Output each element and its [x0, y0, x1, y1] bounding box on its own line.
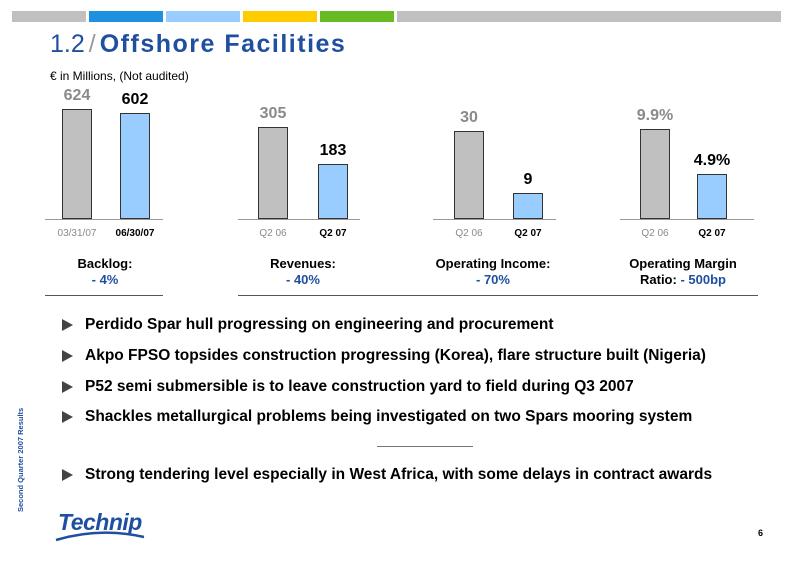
chart-tick-label: Q2 07 — [698, 228, 726, 239]
bullet-text: Strong tendering level especially in Wes… — [85, 466, 713, 483]
chart-bar-previous — [62, 109, 92, 219]
bullet-item: Akpo FPSO topsides construction progress… — [62, 347, 706, 365]
chart-value-label: 305 — [259, 105, 287, 122]
chart-baseline — [620, 219, 754, 220]
triangle-bullet-icon — [62, 350, 73, 362]
chart-bar-previous — [258, 127, 288, 219]
chart-bar-current — [697, 174, 727, 219]
bullet-item: P52 semi submersible is to leave constru… — [62, 378, 634, 396]
topbar-segment — [243, 11, 317, 22]
chart-tick-label: Q2 06 — [259, 228, 287, 239]
topbar-segment — [166, 11, 240, 22]
bullet-item: Strong tendering level especially in Wes… — [62, 466, 712, 484]
chart-tick-label: 03/31/07 — [57, 228, 97, 239]
chart-bar-current — [120, 112, 150, 219]
metric-change: - 4% — [91, 272, 119, 287]
topbar-segment — [89, 11, 163, 22]
metric-label-2: Ratio: — [640, 272, 677, 287]
technip-logo-icon — [55, 531, 145, 542]
metric-label: Backlog: — [77, 256, 133, 271]
units-subtitle: € in Millions, (Not audited) — [50, 69, 189, 83]
metric-label: Operating Margin — [629, 256, 737, 271]
divider-right — [238, 295, 758, 296]
chart-tick-label: 06/30/07 — [115, 228, 155, 239]
page-number: 6 — [758, 528, 764, 538]
section-number: 1.2 — [50, 30, 85, 58]
page-title: 1.2/Offshore Facilities — [50, 30, 346, 59]
section-divider — [377, 446, 473, 447]
metric-backlog: Backlog: - 4% — [45, 256, 165, 288]
chart-bar-current — [318, 163, 348, 219]
chart-value-label: 624 — [63, 87, 91, 104]
metric-label: Revenues: — [270, 256, 336, 271]
bullet-text: Akpo FPSO topsides construction progress… — [85, 347, 706, 364]
chart-value-label: 9 — [523, 170, 533, 188]
triangle-bullet-icon — [62, 319, 73, 331]
chart-tick-label: Q2 06 — [641, 228, 669, 239]
chart-baseline — [238, 219, 360, 220]
chart-tick-label: Q2 07 — [514, 228, 542, 239]
metric-change: - 40% — [286, 272, 320, 287]
topbar-segment — [320, 11, 394, 22]
metric-change: - 70% — [476, 272, 510, 287]
divider-left — [45, 295, 163, 296]
chart-value-label: 4.9% — [693, 152, 731, 170]
chart-value-label: 602 — [121, 90, 149, 108]
chart-value-label: 30 — [460, 109, 478, 126]
metric-revenues: Revenues: - 40% — [243, 256, 363, 288]
metric-operating-income: Operating Income: - 70% — [418, 256, 568, 288]
bullet-item: Shackles metallurgical problems being in… — [62, 408, 692, 426]
chart-bar-previous — [454, 131, 484, 219]
chart-value-label: 9.9% — [636, 107, 674, 124]
triangle-bullet-icon — [62, 411, 73, 423]
bullet-item: Perdido Spar hull progressing on enginee… — [62, 316, 554, 334]
side-caption: Second Quarter 2007 Results — [16, 407, 25, 512]
bullet-text: Perdido Spar hull progressing on enginee… — [85, 316, 554, 333]
technip-logo: Technip — [58, 509, 142, 535]
chart-tick-label: Q2 06 — [455, 228, 483, 239]
triangle-bullet-icon — [62, 381, 73, 393]
bullet-text: Shackles metallurgical problems being in… — [85, 408, 693, 425]
top-color-bar — [12, 11, 788, 22]
topbar-segment — [12, 11, 86, 22]
chart-value-label: 183 — [319, 141, 347, 159]
metric-change: - 500bp — [680, 272, 726, 287]
bullet-text: P52 semi submersible is to leave constru… — [85, 378, 634, 395]
chart-tick-label: Q2 07 — [319, 228, 347, 239]
section-title: Offshore Facilities — [99, 30, 347, 58]
chart-bar-current — [513, 192, 543, 219]
title-separator: / — [88, 30, 96, 58]
metric-label: Operating Income: — [435, 256, 551, 271]
topbar-segment — [397, 11, 781, 22]
chart-baseline — [433, 219, 556, 220]
chart-baseline — [45, 219, 163, 220]
triangle-bullet-icon — [62, 469, 73, 481]
metric-operating-margin: Operating Margin Ratio: - 500bp — [613, 256, 753, 288]
chart-bar-previous — [640, 129, 670, 219]
